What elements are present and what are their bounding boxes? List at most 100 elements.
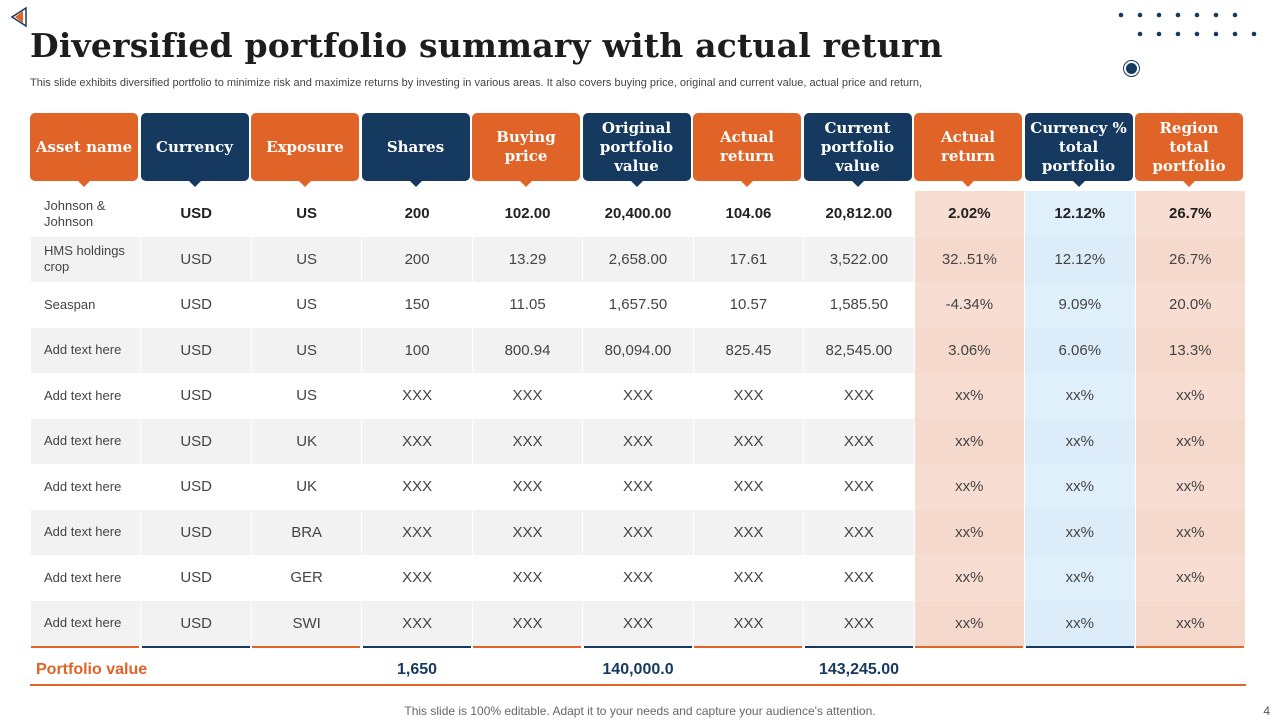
table-cell: US	[252, 236, 363, 282]
table-cell: XXX	[362, 555, 473, 601]
header-cell: Current portfolio value	[803, 113, 912, 187]
table-cell: US	[252, 373, 363, 419]
table-cell: XXX	[473, 555, 584, 601]
portfolio-value-row: Portfolio value 1,650 140,000.0 143,245.…	[30, 654, 1246, 686]
table-row: Add text here USD SWI XXX XXX XXX XXX XXX xx% xx%…	[31, 600, 1246, 646]
table-cell: USD	[141, 236, 252, 282]
table-cell: XXX	[583, 600, 694, 646]
table-cell: 11.05	[473, 282, 584, 328]
header-cell: Exposure	[251, 113, 359, 187]
header-cell: Actual return	[693, 113, 801, 187]
table-cell: XXX	[694, 418, 805, 464]
asset-name-cell: Johnson & Johnson	[31, 191, 142, 237]
table-cell: xx%	[1025, 509, 1136, 555]
original-value-total: 140,000.0	[602, 661, 674, 678]
table-cell: US	[252, 282, 363, 328]
table-cell: XXX	[694, 600, 805, 646]
table-cell: XXX	[694, 509, 805, 555]
table-cell: xx%	[1135, 373, 1246, 419]
column-underline	[1025, 646, 1134, 648]
table-cell: XXX	[473, 509, 584, 555]
column-underline	[252, 646, 360, 648]
table-cell: USD	[141, 464, 252, 510]
table-cell: XXX	[362, 464, 473, 510]
header-cell: Shares	[361, 113, 470, 187]
table-cell: XXX	[583, 509, 694, 555]
table-cell: XXX	[473, 373, 584, 419]
table-cell: USD	[141, 191, 252, 237]
table-cell: USD	[141, 600, 252, 646]
table-cell: xx%	[914, 555, 1026, 601]
column-underline	[1136, 646, 1244, 648]
asset-name-cell: Add text here	[31, 373, 142, 419]
table-cell: 10.57	[694, 282, 805, 328]
table-cell: xx%	[914, 600, 1026, 646]
table-cell: xx%	[914, 509, 1026, 555]
portfolio-value-label: Portfolio value	[36, 661, 148, 678]
table-cell: XXX	[473, 600, 584, 646]
table-cell: xx%	[1025, 555, 1136, 601]
header-cell: Actual return	[914, 113, 1022, 187]
asset-name-cell: Add text here	[31, 464, 142, 510]
page-title: Diversified portfolio summary with actua…	[30, 26, 943, 65]
table-cell: USD	[141, 509, 252, 555]
asset-name-cell: Add text here	[31, 418, 142, 464]
table-cell: 32..51%	[914, 236, 1026, 282]
asset-name-cell: Add text here	[31, 555, 142, 601]
table-cell: 17.61	[694, 236, 805, 282]
table-row: Add text here USD BRA XXX XXX XXX XXX XXX xx% xx%…	[31, 509, 1246, 555]
table-cell: XXX	[362, 600, 473, 646]
table-cell: 13.3%	[1135, 327, 1246, 373]
table-cell: 102.00	[473, 191, 584, 237]
table-cell: USD	[141, 418, 252, 464]
table-cell: 2,658.00	[583, 236, 694, 282]
table-cell: XXX	[583, 464, 694, 510]
asset-name-cell: HMS holdings crop	[31, 236, 142, 282]
table-cell: xx%	[1025, 418, 1136, 464]
table-cell: US	[252, 327, 363, 373]
table-cell: SWI	[252, 600, 363, 646]
asset-name-cell: Add text here	[31, 600, 142, 646]
header-cell: Asset name	[30, 113, 138, 187]
table-row: Add text here USD UK XXX XXX XXX XXX XXX xx% xx% x…	[31, 418, 1246, 464]
editable-note: This slide is 100% editable. Adapt it to…	[404, 704, 876, 718]
table-cell: XXX	[694, 555, 805, 601]
column-underline	[694, 646, 802, 648]
portfolio-table: Johnson & Johnson USD US 200 102.00 20,400.00…	[31, 191, 1246, 646]
table-cell: 3,522.00	[804, 236, 915, 282]
table-cell: UK	[252, 464, 363, 510]
column-underlines	[31, 646, 1246, 649]
table-row: Add text here USD UK XXX XXX XXX XXX XXX xx% xx% x…	[31, 464, 1246, 510]
table-cell: GER	[252, 555, 363, 601]
header-cell: Currency	[140, 113, 249, 187]
table-cell: 82,545.00	[804, 327, 915, 373]
table-cell: 800.94	[473, 327, 584, 373]
table-cell: 26.7%	[1135, 236, 1246, 282]
table-row: Add text here USD GER XXX XXX XXX XXX XXX xx% xx%…	[31, 555, 1246, 601]
asset-name-cell: Add text here	[31, 509, 142, 555]
table-cell: 200	[362, 236, 473, 282]
table-row: Seaspan USD US 150 11.05 1,657.50 10.57 1,585.5…	[31, 282, 1246, 328]
table-cell: 1,657.50	[583, 282, 694, 328]
table-row: HMS holdings crop USD US 200 13.29 2,658.00 17…	[31, 236, 1246, 282]
table-cell: XXX	[362, 373, 473, 419]
table-cell: xx%	[1025, 373, 1136, 419]
shares-total: 1,650	[396, 661, 438, 678]
table-cell: XXX	[362, 418, 473, 464]
table-cell: xx%	[1135, 464, 1246, 510]
asset-name-cell: Add text here	[31, 327, 142, 373]
table-cell: XXX	[804, 509, 915, 555]
table-cell: xx%	[1135, 509, 1246, 555]
table-cell: 12.12%	[1025, 236, 1136, 282]
back-arrow-icon	[10, 6, 27, 28]
table-cell: XXX	[473, 418, 584, 464]
table-cell: 100	[362, 327, 473, 373]
table-cell: XXX	[362, 509, 473, 555]
table-cell: xx%	[914, 373, 1026, 419]
table-cell: XXX	[804, 555, 915, 601]
column-underline	[915, 646, 1023, 648]
table-row: Add text here USD US 100 800.94 80,094.00 825.…	[31, 327, 1246, 373]
decorative-dots	[1118, 12, 1257, 37]
table-cell: 80,094.00	[583, 327, 694, 373]
table-cell: xx%	[1025, 600, 1136, 646]
